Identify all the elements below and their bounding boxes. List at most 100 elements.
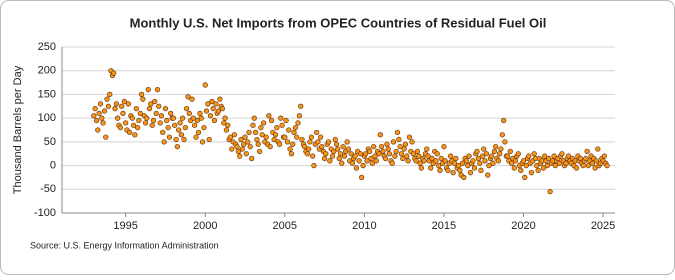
- data-point: [259, 132, 265, 138]
- y-tick-label: 150: [38, 88, 56, 100]
- data-point: [186, 110, 192, 117]
- y-tick-label: 0: [50, 159, 56, 171]
- data-point: [486, 162, 492, 169]
- data-point: [531, 151, 537, 157]
- data-point: [199, 139, 206, 145]
- data-point: [274, 124, 280, 131]
- data-point: [386, 151, 393, 157]
- data-point: [496, 151, 503, 157]
- data-point: [137, 110, 143, 117]
- data-point: [249, 155, 255, 162]
- data-point: [105, 103, 112, 109]
- data-point: [173, 136, 179, 143]
- data-point: [290, 141, 296, 147]
- data-point: [349, 160, 356, 166]
- data-point: [254, 136, 260, 143]
- data-point: [359, 174, 365, 181]
- data-point: [95, 127, 101, 133]
- data-point: [170, 115, 177, 121]
- data-point: [231, 132, 237, 138]
- data-point: [463, 158, 470, 164]
- data-point: [339, 160, 345, 166]
- data-point: [512, 158, 519, 164]
- y-tick-label: 100: [38, 112, 56, 124]
- data-point: [217, 96, 223, 102]
- data-point: [189, 96, 195, 102]
- data-point: [132, 132, 138, 138]
- data-point: [311, 162, 317, 169]
- data-point: [467, 170, 474, 176]
- data-point: [397, 143, 403, 150]
- data-point: [526, 153, 532, 159]
- data-point: [522, 174, 528, 181]
- data-point: [507, 148, 513, 154]
- data-point: [227, 134, 234, 140]
- data-point: [364, 158, 370, 164]
- data-point: [213, 101, 219, 107]
- data-point: [123, 120, 129, 126]
- data-point: [442, 158, 448, 164]
- data-point: [377, 132, 383, 138]
- data-point: [113, 101, 120, 107]
- data-point: [221, 120, 227, 126]
- data-point: [434, 151, 440, 157]
- data-point: [563, 160, 569, 166]
- chart-title: Monthly U.S. Net Imports from OPEC Count…: [130, 15, 547, 30]
- data-point: [466, 153, 472, 159]
- data-point: [369, 160, 375, 166]
- data-point: [332, 136, 338, 143]
- data-point: [348, 151, 354, 157]
- data-point: [378, 143, 385, 150]
- data-point: [202, 82, 208, 88]
- data-point: [321, 155, 328, 162]
- data-point: [319, 143, 325, 150]
- data-point: [461, 174, 467, 181]
- data-point: [164, 117, 170, 124]
- data-point: [282, 134, 288, 140]
- data-point: [263, 134, 269, 140]
- data-point: [341, 153, 348, 159]
- data-point: [392, 153, 398, 159]
- data-point: [298, 103, 304, 109]
- data-point: [518, 167, 524, 173]
- data-point: [495, 158, 502, 164]
- data-point: [111, 70, 117, 76]
- data-point: [523, 162, 529, 169]
- data-point: [239, 146, 245, 152]
- data-point: [592, 165, 598, 171]
- data-point: [142, 120, 149, 126]
- data-point: [401, 146, 407, 152]
- data-point: [601, 153, 607, 159]
- data-point: [437, 167, 443, 173]
- data-point: [551, 153, 557, 159]
- data-point: [362, 151, 369, 157]
- data-point: [130, 122, 137, 128]
- data-point: [337, 151, 344, 157]
- data-point: [307, 139, 313, 145]
- data-point: [104, 96, 110, 102]
- data-point: [502, 139, 508, 145]
- data-point: [373, 158, 379, 164]
- data-point: [211, 117, 218, 124]
- data-point: [241, 141, 247, 147]
- data-point: [294, 134, 300, 140]
- data-point: [222, 115, 228, 121]
- data-point: [385, 146, 391, 152]
- data-point: [149, 122, 155, 128]
- data-point: [453, 155, 459, 162]
- data-point: [489, 153, 495, 159]
- data-point: [201, 124, 207, 131]
- x-tick-label: 2000: [193, 220, 217, 232]
- data-point: [117, 124, 124, 131]
- data-point: [245, 139, 251, 145]
- data-point: [451, 160, 458, 166]
- data-point: [205, 101, 211, 107]
- data-point: [323, 151, 329, 157]
- data-point: [308, 134, 315, 140]
- data-point: [511, 165, 517, 171]
- data-point: [481, 146, 487, 152]
- data-point: [573, 165, 580, 171]
- data-point: [583, 155, 589, 162]
- data-point: [306, 146, 312, 152]
- data-point: [100, 120, 106, 126]
